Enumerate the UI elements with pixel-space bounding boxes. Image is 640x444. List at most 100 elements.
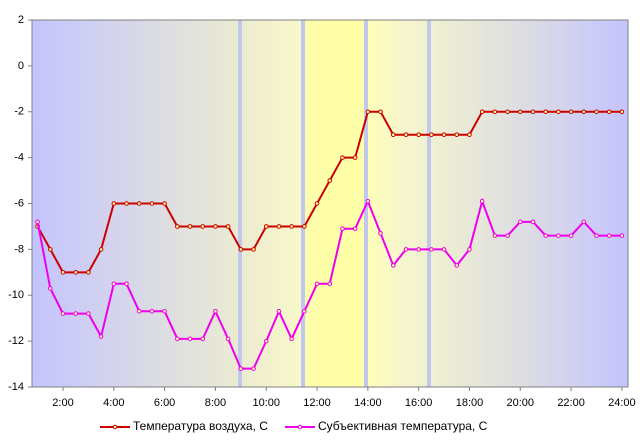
point <box>492 109 498 115</box>
point <box>429 247 434 252</box>
point <box>162 201 167 206</box>
point <box>98 247 104 252</box>
x-tick-label: 16:00 <box>405 397 433 409</box>
y-tick-label: -10 <box>8 289 24 301</box>
point <box>302 309 307 314</box>
point <box>187 336 193 342</box>
y-tick-label: 0 <box>18 60 24 72</box>
x-tick-label: 24:00 <box>608 397 636 409</box>
point <box>581 109 587 115</box>
x-tick-label: 20:00 <box>507 397 535 409</box>
point <box>289 336 294 342</box>
point <box>276 224 282 229</box>
point <box>111 281 117 287</box>
point <box>98 334 104 339</box>
legend-marker <box>297 424 303 430</box>
point <box>47 247 53 252</box>
point <box>441 247 447 252</box>
point <box>365 109 371 115</box>
legend-marker <box>112 424 118 430</box>
point <box>378 109 383 115</box>
point <box>276 309 282 314</box>
point <box>467 132 472 137</box>
point <box>429 132 434 137</box>
point <box>136 309 142 314</box>
point <box>454 132 460 137</box>
point <box>73 270 78 275</box>
point <box>517 109 523 115</box>
point <box>175 224 180 229</box>
point <box>162 309 167 314</box>
point <box>492 233 498 238</box>
point <box>454 263 460 268</box>
point <box>251 366 256 371</box>
point <box>340 155 345 160</box>
y-tick-label: -4 <box>14 152 24 164</box>
point <box>543 109 548 115</box>
point <box>378 231 383 236</box>
y-tick-label: -2 <box>14 106 24 118</box>
point <box>340 226 345 232</box>
point <box>302 224 307 229</box>
point <box>556 233 561 238</box>
point <box>403 132 409 137</box>
point <box>416 132 421 137</box>
point <box>124 201 129 206</box>
y-tick-label: 2 <box>18 14 24 26</box>
point <box>365 198 371 204</box>
point <box>225 336 231 342</box>
point <box>568 109 574 115</box>
point <box>213 309 218 314</box>
point <box>111 201 117 206</box>
point <box>505 233 510 238</box>
point <box>581 219 587 225</box>
point <box>238 247 244 252</box>
point <box>263 338 269 344</box>
point <box>505 109 510 115</box>
point <box>327 178 333 183</box>
point <box>390 132 396 137</box>
point <box>352 226 358 232</box>
point <box>530 109 536 115</box>
point <box>289 224 294 229</box>
point <box>467 247 472 252</box>
x-tick-label: 10:00 <box>252 397 280 409</box>
point <box>568 233 574 238</box>
x-tick-label: 2:00 <box>52 397 73 409</box>
x-tick-label: 18:00 <box>456 397 484 409</box>
point <box>149 201 155 206</box>
point <box>606 233 612 238</box>
x-tick-label: 14:00 <box>354 397 382 409</box>
point <box>238 366 244 371</box>
point <box>263 224 269 229</box>
point <box>619 233 625 238</box>
point <box>416 247 421 252</box>
point <box>619 109 625 115</box>
point <box>175 336 180 342</box>
point <box>543 233 548 238</box>
highlight-band <box>303 20 366 387</box>
point <box>225 224 231 229</box>
point <box>314 281 320 287</box>
point <box>479 109 485 115</box>
x-tick-label: 4:00 <box>103 397 124 409</box>
x-tick-label: 12:00 <box>303 397 331 409</box>
y-tick-label: -6 <box>14 197 24 209</box>
point <box>86 270 91 275</box>
legend-label: Субъективная температура, С <box>318 419 488 433</box>
point <box>86 311 91 316</box>
point <box>124 281 129 287</box>
point <box>47 286 53 291</box>
point <box>352 155 358 160</box>
point <box>187 224 193 229</box>
x-tick-label: 8:00 <box>205 397 226 409</box>
point <box>594 109 599 115</box>
x-tick-label: 22:00 <box>557 397 585 409</box>
x-tick-label: 6:00 <box>154 397 175 409</box>
legend-label: Температура воздуха, С <box>133 419 268 433</box>
point <box>441 132 447 137</box>
point <box>390 263 396 268</box>
point <box>556 109 561 115</box>
y-tick-label: -8 <box>14 243 24 255</box>
